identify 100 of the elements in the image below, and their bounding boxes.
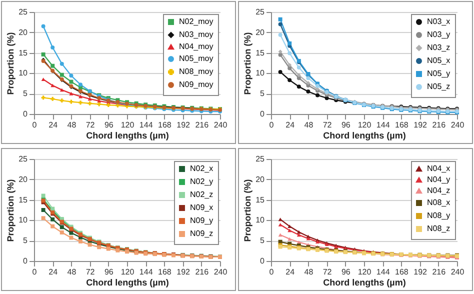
y-tick-label: 25 — [18, 8, 28, 16]
legend-label: N05_z — [427, 82, 450, 91]
legend-label: N04_moy — [179, 42, 214, 51]
x-tick-label: 24 — [48, 268, 58, 276]
x-tick-label: 240 — [450, 268, 465, 276]
x-tick-label: 168 — [395, 120, 409, 130]
x-tick-label: 0 — [32, 120, 38, 130]
y-tick-label: 5 — [23, 89, 28, 98]
x-tick-label: 216 — [195, 120, 210, 130]
y-tick-label: 0 — [260, 110, 266, 118]
x-tick-label: 144 — [376, 120, 390, 130]
y-tick-label: 25 — [256, 154, 266, 164]
x-tick-label: 96 — [341, 268, 351, 276]
x-tick-label: 0 — [32, 268, 38, 276]
legend-label: N09_z — [190, 229, 214, 238]
y-tick-label: 10 — [256, 68, 266, 78]
legend-label: N04_x — [427, 164, 450, 173]
legend-label: N05_y — [427, 69, 450, 78]
x-axis-title: Chord lengths (µm) — [323, 278, 406, 288]
x-tick-label: 240 — [214, 120, 228, 130]
legend-label: N09_y — [190, 216, 214, 225]
y-tick-label: 0 — [23, 256, 28, 266]
x-tick-label: 216 — [432, 120, 446, 130]
x-tick-label: 168 — [158, 268, 172, 276]
x-tick-label: 96 — [341, 120, 351, 130]
x-tick-label: 48 — [67, 120, 77, 130]
x-tick-label: 48 — [304, 120, 314, 130]
legend-label: N02_z — [190, 190, 214, 199]
y-tick-label: 20 — [18, 174, 28, 184]
legend-label: N08_moy — [179, 67, 214, 76]
x-tick-label: 24 — [286, 120, 296, 130]
y-axis-title: Proportion (%) — [242, 32, 253, 95]
legend-label: N08_y — [427, 211, 450, 220]
x-tick-label: 96 — [104, 268, 114, 276]
y-tick-label: 15 — [18, 195, 28, 204]
y-tick-label: 15 — [256, 195, 266, 204]
x-tick-label: 192 — [176, 268, 191, 276]
y-axis-title: Proportion (%) — [6, 32, 16, 95]
legend-label: N08_z — [427, 224, 450, 233]
x-tick-label: 216 — [195, 268, 210, 276]
x-tick-label: 120 — [358, 268, 372, 276]
x-tick-label: 72 — [322, 268, 332, 276]
x-tick-label: 72 — [322, 120, 332, 130]
y-tick-label: 15 — [18, 48, 28, 58]
y-tick-label: 5 — [23, 236, 28, 246]
x-tick-label: 0 — [269, 120, 274, 130]
x-tick-label: 144 — [139, 268, 154, 276]
legend-label: N02_y — [190, 177, 214, 186]
y-tick-label: 0 — [260, 256, 266, 266]
x-tick-label: 168 — [395, 268, 409, 276]
x-tick-label: 24 — [48, 120, 58, 130]
x-axis-title: Chord lengths (µm) — [86, 278, 169, 288]
y-tick-label: 10 — [18, 68, 28, 78]
y-tick-label: 0 — [23, 110, 28, 118]
x-tick-label: 48 — [304, 268, 314, 276]
legend-label: N04_z — [427, 186, 450, 195]
legend-label: N03_x — [427, 17, 450, 26]
x-tick-label: 120 — [120, 268, 135, 276]
y-tick-label: 5 — [260, 89, 266, 98]
y-tick-label: 10 — [256, 216, 266, 225]
legend-label: N03_z — [427, 43, 450, 52]
y-tick-label: 15 — [256, 48, 266, 58]
y-tick-label: 10 — [18, 216, 28, 225]
x-tick-label: 144 — [376, 268, 390, 276]
legend-label: N09_moy — [179, 80, 214, 89]
x-tick-label: 24 — [286, 268, 296, 276]
x-tick-label: 72 — [86, 120, 96, 130]
x-tick-label: 192 — [176, 120, 191, 130]
y-tick-label: 25 — [18, 154, 28, 164]
y-tick-label: 5 — [260, 236, 266, 246]
legend-label: N05_x — [427, 56, 450, 65]
legend-label: N03_moy — [179, 30, 214, 39]
x-tick-label: 72 — [86, 268, 96, 276]
x-tick-label: 216 — [432, 268, 446, 276]
x-tick-label: 0 — [269, 268, 274, 276]
x-tick-label: 96 — [104, 120, 114, 130]
x-tick-label: 240 — [450, 120, 465, 130]
legend-label: N04_y — [427, 175, 450, 184]
legend-label: N02_x — [190, 164, 214, 173]
y-axis-title: Proportion (%) — [6, 179, 16, 242]
x-tick-label: 120 — [358, 120, 372, 130]
y-tick-label: 20 — [256, 28, 266, 37]
legend-label: N05_moy — [179, 54, 214, 63]
x-tick-label: 120 — [120, 120, 135, 130]
x-tick-label: 192 — [414, 120, 428, 130]
x-tick-label: 168 — [158, 120, 172, 130]
y-tick-label: 25 — [256, 8, 266, 16]
x-tick-label: 144 — [139, 120, 154, 130]
x-tick-label: 240 — [214, 268, 228, 276]
legend-label: N03_y — [427, 30, 450, 39]
x-axis-title: Chord lengths (µm) — [323, 130, 406, 140]
y-axis-title: Proportion (%) — [242, 179, 253, 242]
y-tick-label: 20 — [18, 28, 28, 37]
y-tick-label: 20 — [256, 174, 266, 184]
x-axis-title: Chord lengths (µm) — [86, 130, 169, 140]
legend-label: N08_x — [427, 198, 450, 207]
legend-label: N09_x — [190, 203, 214, 212]
x-tick-label: 48 — [67, 268, 77, 276]
legend-label: N02_moy — [179, 17, 214, 26]
x-tick-label: 192 — [414, 268, 428, 276]
